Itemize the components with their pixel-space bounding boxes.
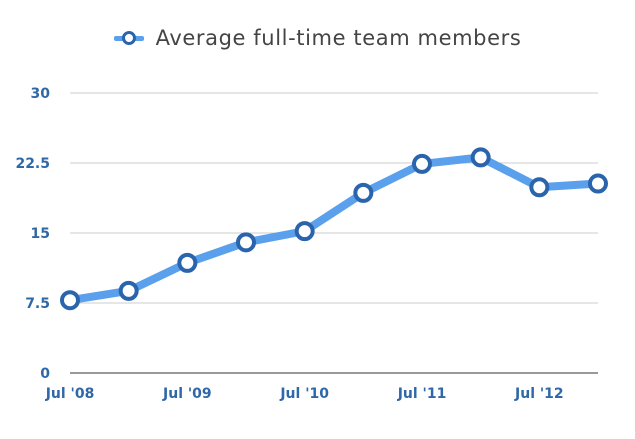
y-tick-label: 15 <box>31 226 50 242</box>
legend: Average full-time team members <box>0 23 635 53</box>
data-point <box>412 153 432 174</box>
data-point <box>353 182 374 203</box>
grid-lines <box>70 92 598 374</box>
y-tick-label: 0 <box>40 366 50 382</box>
data-point <box>60 290 80 311</box>
data-point <box>118 280 139 301</box>
data-point <box>236 232 256 253</box>
x-tick-label: Jul '11 <box>397 386 447 402</box>
legend-series-label: Average full-time team members <box>155 26 522 50</box>
series-line <box>66 153 602 305</box>
x-tick-label: Jul '10 <box>279 386 329 402</box>
data-point <box>529 177 550 198</box>
y-tick-label: 22.5 <box>15 156 50 172</box>
series-group <box>66 153 602 305</box>
y-tick-label: 7.5 <box>25 296 50 312</box>
x-tick-label: Jul '08 <box>45 386 95 402</box>
data-point <box>294 221 315 242</box>
data-point <box>588 173 608 194</box>
y-tick-label: 30 <box>31 86 51 102</box>
data-points <box>60 147 608 311</box>
x-tick-label: Jul '09 <box>162 386 212 402</box>
x-tick-label: Jul '12 <box>514 386 564 402</box>
data-point <box>470 147 491 168</box>
data-point <box>177 252 198 273</box>
y-axis-ticks: 0 7.5 15 22.5 30 <box>15 86 50 382</box>
x-axis-ticks: Jul '08 Jul '09 Jul '10 Jul '11 Jul '12 <box>45 386 564 402</box>
legend-line-marker-icon <box>113 30 144 46</box>
